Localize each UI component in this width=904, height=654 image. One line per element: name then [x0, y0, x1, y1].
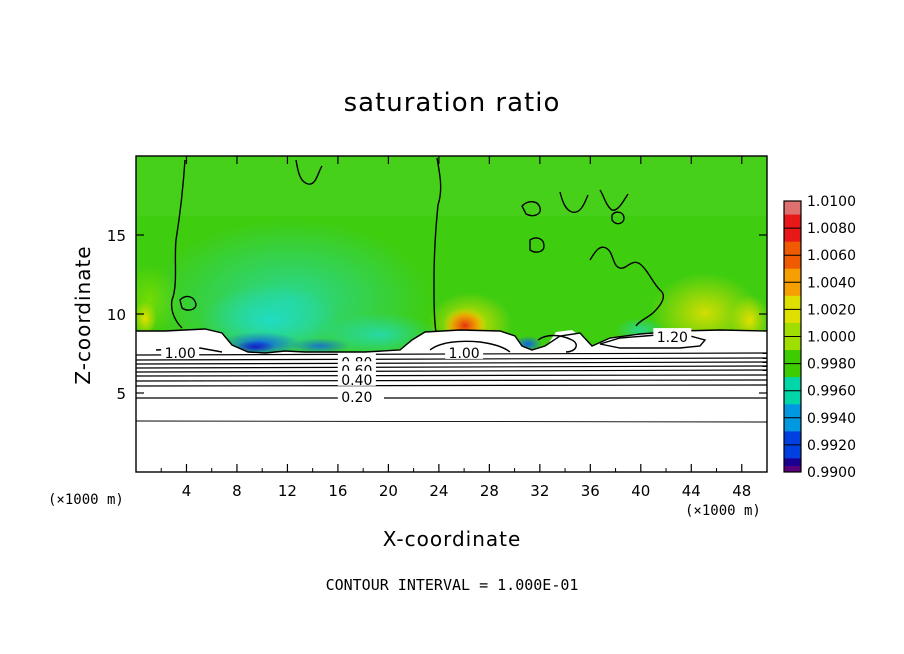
x-tick-label: 4 — [182, 482, 192, 500]
colorbar-swatch — [784, 377, 801, 392]
colorbar: 1.0100 1.0080 1.0060 1.0040 1.0020 1.0000 0.99… — [783, 194, 856, 481]
colorbar-swatch — [784, 241, 801, 256]
colorbar-label: 0.9960 — [807, 384, 856, 400]
contour-1-00 — [136, 328, 767, 354]
colorbar-label: 0.9940 — [807, 411, 856, 427]
x-tick-label: 12 — [278, 482, 297, 500]
colorbar-swatch — [784, 228, 801, 243]
contour-labels: 1.001.001.200.800.600.400.20 — [161, 328, 692, 406]
colorbar-swatch — [784, 268, 801, 283]
colorbar-swatch — [784, 390, 801, 405]
x-axis: 4 8 12 16 20 24 28 32 36 40 44 48 — [160, 156, 751, 500]
contour-cloud-inner-b — [429, 340, 511, 353]
x-tick-label: 20 — [379, 482, 398, 500]
saturation-field — [136, 156, 767, 472]
colorbar-label: 1.0080 — [807, 221, 856, 237]
colorbar-label: 1.0040 — [807, 275, 856, 291]
y-tick-label: 5 — [116, 385, 126, 403]
contour-interval-note: CONTOUR INTERVAL = 1.000E-01 — [325, 576, 579, 594]
contour-small-a — [521, 201, 541, 217]
contour-small-b — [179, 295, 197, 311]
contour-1-20 — [599, 333, 707, 349]
x-tick-label: 40 — [631, 482, 650, 500]
colorbar-swatch — [784, 214, 801, 229]
y-tick-label: 15 — [107, 227, 126, 245]
contour-right-bump — [589, 246, 664, 327]
contour-label: 1.00 — [449, 346, 480, 362]
x-tick-label: 16 — [328, 482, 347, 500]
colorbar-swatch — [784, 466, 801, 472]
colorbar-swatch — [784, 404, 801, 419]
contour-vertical-left — [170, 159, 186, 329]
colorbar-swatch — [784, 336, 801, 351]
x-tick-label: 36 — [581, 482, 600, 500]
contour-cloud-top-left — [295, 159, 323, 185]
colorbar-label: 1.0100 — [807, 194, 856, 210]
colorbar-swatch — [784, 201, 801, 216]
colorbar-swatch — [784, 322, 801, 337]
contour-right-blob — [599, 189, 629, 211]
colorbar-swatch — [784, 363, 801, 378]
contour-label-mask — [445, 343, 484, 359]
colorbar-swatch — [784, 309, 801, 324]
y-axis: 5 10 15 — [107, 227, 767, 403]
x-axis-label: X-coordinate — [382, 527, 522, 551]
x-tick-label: 48 — [732, 482, 751, 500]
x-tick-label: 24 — [429, 482, 448, 500]
contour-label-mask — [161, 343, 200, 359]
colorbar-swatch — [784, 444, 801, 459]
colorbar-label: 1.0000 — [807, 330, 856, 346]
x-tick-label: 32 — [530, 482, 549, 500]
contour-label: 1.20 — [657, 330, 688, 346]
contour-label: 1.00 — [165, 346, 196, 362]
contour-label-mask — [653, 328, 692, 344]
colorbar-label: 1.0060 — [807, 248, 856, 264]
colorbar-swatch — [784, 417, 801, 432]
colorbar-label: 0.9900 — [807, 465, 856, 481]
contour-vertical-mid — [433, 157, 442, 333]
colorbar-label: 0.9920 — [807, 438, 856, 454]
contour-label-mask — [337, 370, 376, 386]
colorbar-swatch — [784, 255, 801, 270]
x-tick-label: 44 — [682, 482, 701, 500]
contour-label: 0.20 — [341, 390, 372, 406]
contour-label-mask — [337, 388, 376, 404]
x-tick-label: 28 — [480, 482, 499, 500]
colorbar-label: 0.9980 — [807, 357, 856, 373]
contour-right-edge — [559, 191, 589, 213]
colorbar-swatch — [784, 350, 801, 365]
contour-small-c — [529, 237, 545, 253]
x-units-label: (×1000 m) — [685, 503, 761, 519]
colorbar-swatch — [784, 282, 801, 297]
contour-label: 0.40 — [341, 373, 372, 389]
x-tick-label: 8 — [232, 482, 242, 500]
y-units-label: (×1000 m) — [48, 492, 124, 508]
y-tick-label: 10 — [107, 306, 126, 324]
chart-title: saturation ratio — [343, 88, 561, 118]
colorbar-swatch — [784, 431, 801, 446]
contour-cloud-inner-c — [537, 334, 577, 353]
colorbar-swatch — [784, 295, 801, 310]
contour-small-d — [611, 211, 625, 225]
y-axis-label: Z-coordinate — [71, 245, 95, 385]
contour-lines — [136, 157, 767, 354]
colorbar-label: 1.0020 — [807, 302, 856, 318]
